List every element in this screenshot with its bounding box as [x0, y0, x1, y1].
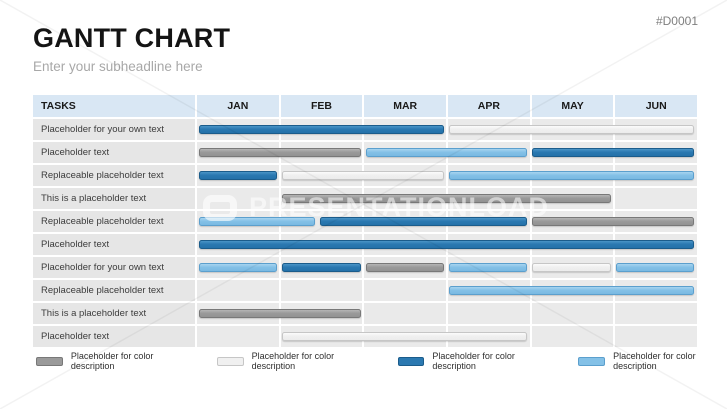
task-timeline [197, 280, 697, 301]
gantt-bar-lightblue[interactable] [449, 170, 694, 180]
gantt-bar-gray[interactable] [199, 147, 361, 157]
gantt-header-row: TASKS JAN FEB MAR APR MAY JUN [33, 95, 697, 117]
legend: Placeholder for color description Placeho… [36, 351, 727, 371]
gantt-bar-darkblue[interactable] [199, 124, 444, 134]
table-row: This is a placeholder text [33, 301, 697, 324]
gantt-bar-lightblue[interactable] [199, 262, 278, 272]
legend-item: Placeholder for color description [578, 351, 727, 371]
month-header-mar: MAR [364, 95, 449, 117]
legend-swatch-darkblue [397, 356, 425, 366]
legend-label: Placeholder for color description [613, 351, 696, 371]
task-label: Placeholder text [33, 234, 197, 255]
gantt-bar-darkblue[interactable] [282, 262, 361, 272]
table-row: Placeholder for your own text [33, 255, 697, 278]
task-label: Replaceable placeholder text [33, 280, 197, 301]
table-row: Placeholder text [33, 232, 697, 255]
task-timeline [197, 234, 697, 255]
gantt-bar-white[interactable] [449, 124, 694, 134]
gantt-bar-darkblue[interactable] [199, 239, 694, 249]
gantt-table: TASKS JAN FEB MAR APR MAY JUN Placeholder for… [33, 95, 697, 347]
gantt-bar-darkblue[interactable] [532, 147, 694, 157]
month-header-jun: JUN [645, 100, 667, 112]
legend-swatch-gray [36, 356, 63, 366]
month-headers: JAN FEB MAR APR MAY JUN [197, 95, 697, 117]
task-label: Placeholder text [33, 326, 197, 347]
gantt-bar-lightblue[interactable] [365, 147, 528, 157]
table-row: Placeholder text [33, 140, 697, 163]
gantt-bar-gray[interactable] [199, 308, 361, 318]
legend-swatch-white [216, 356, 244, 366]
gantt-bar-lightblue[interactable] [449, 285, 694, 295]
gantt-bar-darkblue[interactable] [319, 216, 528, 226]
subheadline: Enter your subheadline here [33, 58, 203, 74]
task-timeline [197, 142, 697, 163]
table-row: Placeholder for your own text [33, 117, 697, 140]
month-header-apr: APR [448, 95, 532, 117]
task-timeline [197, 188, 697, 209]
task-timeline [197, 257, 697, 278]
task-timeline [197, 303, 697, 324]
tasks-column-header: TASKS [33, 95, 197, 117]
table-row: This is a placeholder text [33, 186, 697, 209]
month-header-feb: FEB [281, 95, 365, 117]
task-timeline [197, 326, 697, 347]
gantt-bar-gray[interactable] [282, 193, 611, 203]
gantt-bar-lightblue[interactable] [449, 262, 528, 272]
legend-item: Placeholder for color description [216, 351, 366, 371]
legend-swatch-lightblue [578, 356, 606, 366]
task-timeline [197, 165, 697, 186]
table-row: Replaceable placeholder text [33, 209, 697, 232]
gantt-bar-lightblue[interactable] [615, 262, 694, 272]
task-label: Replaceable placeholder text [33, 165, 197, 186]
gantt-bar-lightblue[interactable] [199, 216, 315, 226]
legend-item: Placeholder for color description [397, 351, 547, 371]
gantt-bar-white[interactable] [532, 262, 611, 272]
task-label: This is a placeholder text [33, 303, 197, 324]
task-timeline [197, 211, 697, 232]
page-title: GANTT CHART [33, 23, 231, 53]
gantt-bar-white[interactable] [282, 170, 444, 180]
gantt-bar-white[interactable] [282, 331, 528, 341]
template-id: #D0001 [655, 14, 698, 28]
month-header-jan: JAN [197, 95, 281, 117]
month-gridlines [197, 257, 697, 278]
gantt-bar-gray[interactable] [532, 216, 694, 226]
gantt-bar-gray[interactable] [365, 262, 444, 272]
month-header-may: MAY [532, 95, 616, 117]
table-row: Placeholder text [33, 324, 697, 347]
task-label: Replaceable placeholder text [33, 211, 197, 232]
task-label: Placeholder text [33, 142, 197, 163]
task-timeline [197, 119, 697, 140]
task-label: Placeholder for your own text [33, 257, 197, 278]
task-label: This is a placeholder text [33, 188, 197, 209]
gantt-rows: Placeholder for your own text Placeholder… [33, 117, 697, 347]
legend-label: Placeholder for color description [251, 351, 335, 371]
table-row: Replaceable placeholder text [33, 278, 697, 301]
legend-label: Placeholder for color description [432, 351, 515, 371]
gantt-bar-darkblue[interactable] [199, 170, 278, 180]
legend-item: Placeholder for color description [36, 351, 185, 371]
task-label: Placeholder for your own text [33, 119, 197, 140]
table-row: Replaceable placeholder text [33, 163, 697, 186]
slide-header: GANTT CHART Enter your subheadline here [33, 23, 231, 74]
legend-label: Placeholder for color description [70, 351, 154, 371]
